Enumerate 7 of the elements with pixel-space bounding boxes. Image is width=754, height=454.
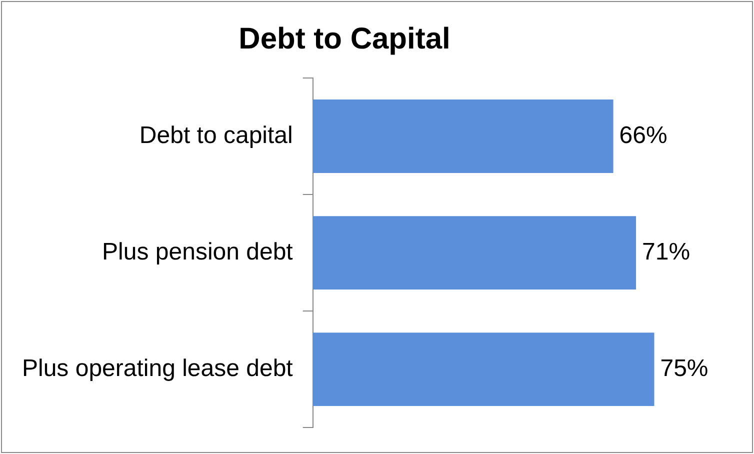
data-label: 66% bbox=[619, 122, 668, 149]
data-label: 71% bbox=[642, 238, 690, 266]
data-label: 75% bbox=[660, 354, 708, 382]
chart-title: Debt to Capital bbox=[238, 22, 450, 56]
y-tick-label: Plus operating lease debt bbox=[22, 354, 294, 382]
y-tick-label: Plus pension debt bbox=[102, 238, 294, 266]
y-tick-label: Debt to capital bbox=[139, 122, 293, 149]
